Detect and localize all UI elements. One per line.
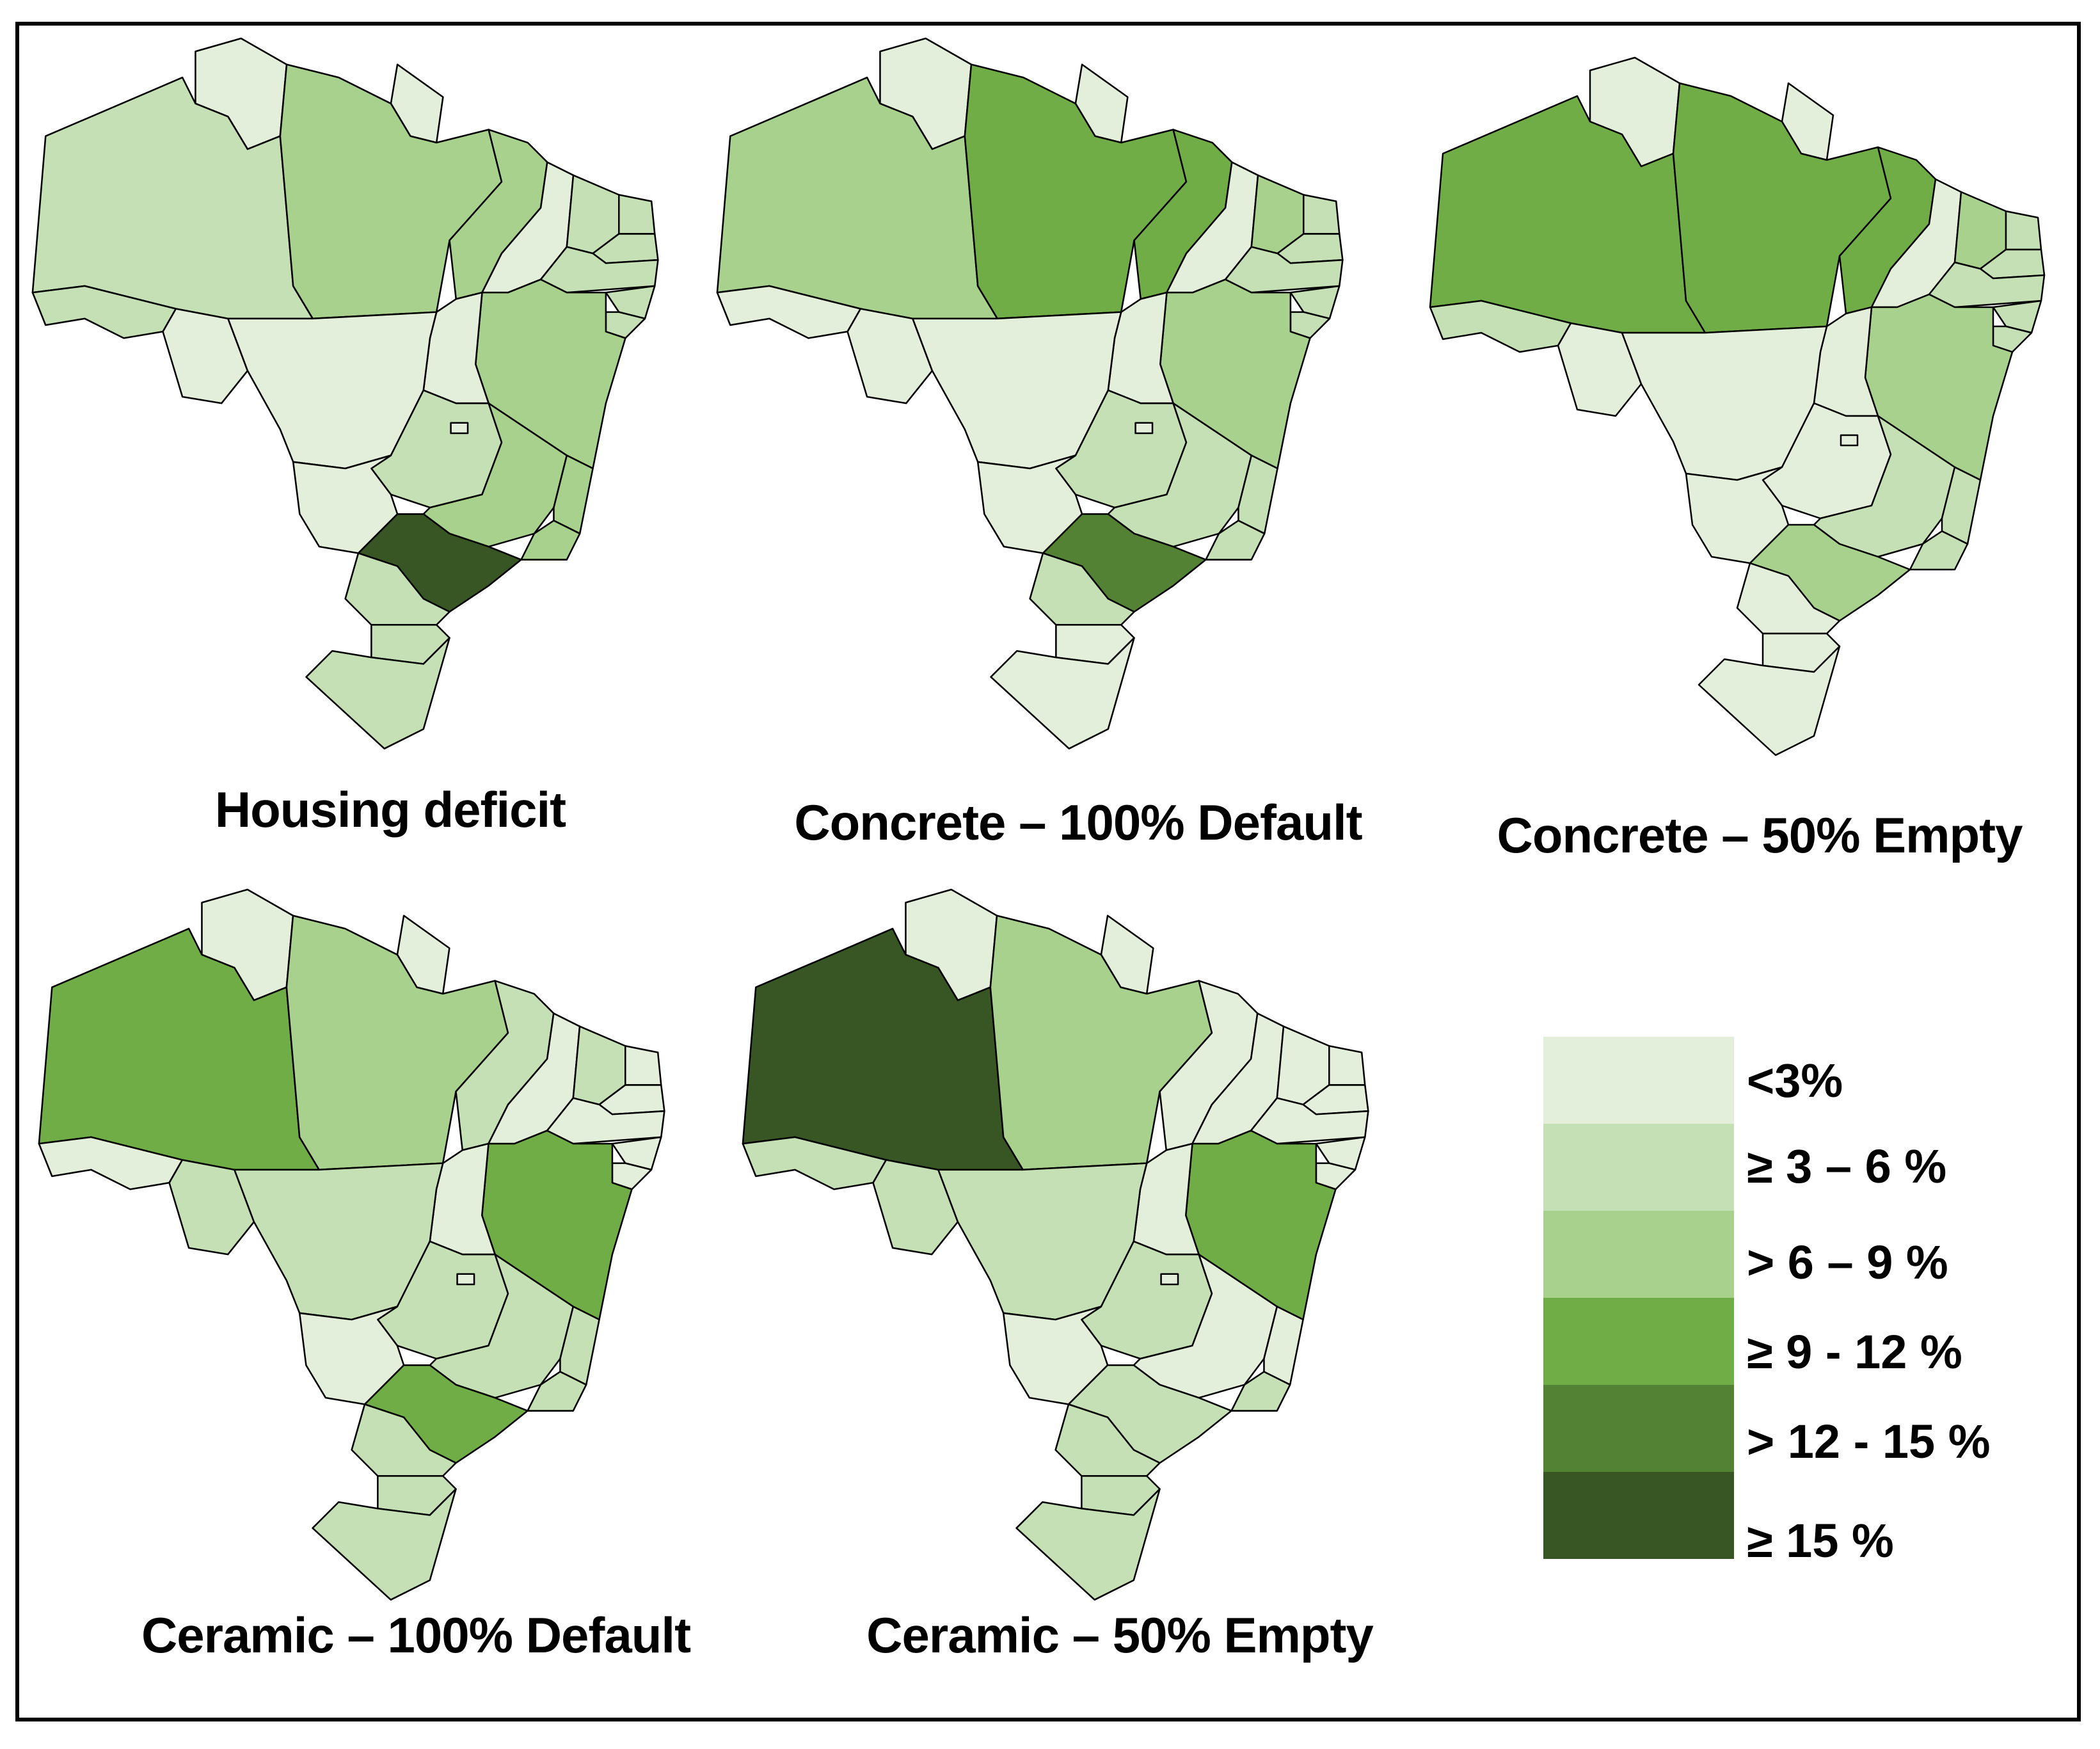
- legend-label: ≥ 3 – 6 %: [1747, 1140, 1947, 1193]
- state-pr: [1029, 552, 1135, 626]
- state-rj: [527, 1371, 587, 1412]
- state-pr: [351, 1403, 457, 1477]
- brazil-map: [31, 37, 659, 750]
- legend-label: ≥ 15 %: [1747, 1514, 1894, 1567]
- legend-swatch: [1543, 1211, 1734, 1298]
- map-caption: Ceramic – 100% Default: [141, 1607, 691, 1663]
- map-panel-ceramic-50-empty: [729, 888, 1408, 1606]
- state-rj: [1909, 530, 1969, 571]
- state-ms: [1002, 1306, 1109, 1405]
- state-df: [1134, 422, 1154, 435]
- state-es: [559, 1306, 600, 1386]
- legend: <3% ≥ 3 – 6 % > 6 – 9 % ≥ 9 - 12 % > 12 …: [1543, 1037, 2030, 1581]
- state-rj: [1205, 520, 1266, 561]
- state-pr: [1736, 562, 1841, 635]
- legend-label: > 12 - 15 %: [1747, 1415, 1991, 1468]
- map-panel-housing-deficit: [13, 37, 704, 755]
- brazil-map: [716, 37, 1344, 750]
- brazil-map: [742, 888, 1369, 1601]
- state-rn: [1303, 194, 1340, 235]
- state-ac: [31, 285, 177, 339]
- legend-swatch: [1543, 1037, 1734, 1124]
- state-ac: [716, 285, 862, 339]
- legend-swatch: [1543, 1124, 1734, 1211]
- map-caption: Concrete – 50% Empty: [1497, 807, 2023, 863]
- brazil-map: [38, 888, 665, 1601]
- state-es: [1237, 454, 1278, 535]
- state-ms: [976, 454, 1083, 554]
- map-panel-concrete-50-empty: [1414, 56, 2086, 762]
- state-pr: [344, 552, 450, 626]
- map-caption: Ceramic – 50% Empty: [866, 1607, 1374, 1663]
- state-rs: [1015, 1488, 1161, 1601]
- state-df: [1160, 1273, 1179, 1286]
- state-rn: [624, 1045, 662, 1086]
- state-rn: [618, 194, 656, 235]
- map-caption: Housing deficit: [214, 781, 566, 838]
- state-es: [1941, 466, 1982, 545]
- legend-swatch: [1543, 1298, 1734, 1385]
- state-df: [456, 1273, 475, 1286]
- map-caption: Concrete – 100% Default: [794, 794, 1362, 851]
- legend-label: > 6 – 9 %: [1747, 1236, 1948, 1289]
- brazil-map: [1429, 56, 2046, 756]
- state-rs: [312, 1488, 457, 1601]
- state-rs: [990, 637, 1135, 750]
- state-df: [1840, 434, 1859, 447]
- state-pr: [1054, 1403, 1161, 1477]
- legend-label: <3%: [1747, 1054, 1843, 1107]
- state-df: [450, 422, 469, 435]
- state-rs: [1698, 645, 1841, 756]
- map-panel-ceramic-100-default: [26, 888, 704, 1606]
- state-ac: [742, 1136, 887, 1190]
- state-ms: [292, 454, 399, 554]
- state-rs: [305, 637, 450, 750]
- legend-label: ≥ 9 - 12 %: [1747, 1325, 1962, 1378]
- legend-swatch: [1543, 1472, 1734, 1559]
- state-es: [553, 454, 594, 535]
- state-es: [1263, 1306, 1304, 1386]
- state-ac: [38, 1136, 184, 1190]
- map-panel-concrete-100-default: [697, 37, 1388, 755]
- state-rj: [520, 520, 581, 561]
- legend-swatch: [1543, 1385, 1734, 1472]
- state-ms: [1685, 466, 1790, 564]
- figure-frame: [15, 22, 2081, 1721]
- state-ms: [298, 1306, 405, 1405]
- state-rj: [1230, 1371, 1291, 1412]
- state-rn: [1328, 1045, 1366, 1086]
- state-ac: [1429, 299, 1572, 353]
- state-rn: [2005, 210, 2042, 251]
